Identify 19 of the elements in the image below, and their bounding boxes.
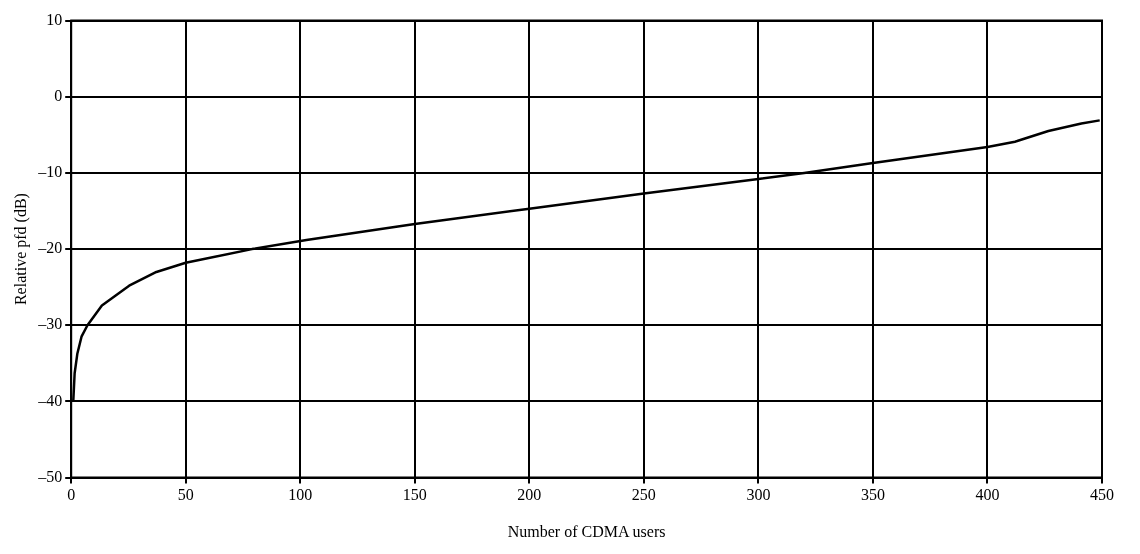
y-tick-label: –50	[37, 467, 63, 485]
y-tick-label: 0	[54, 86, 63, 104]
x-tick-label: 450	[1090, 486, 1114, 504]
x-tick-label: 400	[975, 486, 1000, 504]
x-tick-label: 250	[631, 486, 656, 504]
x-tick-label: 200	[517, 486, 542, 504]
y-tick-label: –30	[37, 315, 63, 333]
x-tick-label: 0	[67, 486, 76, 504]
x-tick-label: 300	[746, 486, 771, 504]
y-axis-title: Relative pfd (dB)	[11, 193, 30, 306]
x-tick-label: 350	[860, 486, 885, 504]
y-tick-label: 10	[46, 10, 63, 28]
x-tick-label: 150	[402, 486, 427, 504]
y-tick-label: –10	[37, 163, 63, 181]
y-tick-label: –40	[37, 391, 63, 409]
x-tick-label: 100	[288, 486, 313, 504]
x-axis-title: Number of CDMA users	[507, 522, 666, 540]
y-tick-label: –20	[37, 239, 63, 257]
x-tick-label: 50	[177, 486, 194, 504]
